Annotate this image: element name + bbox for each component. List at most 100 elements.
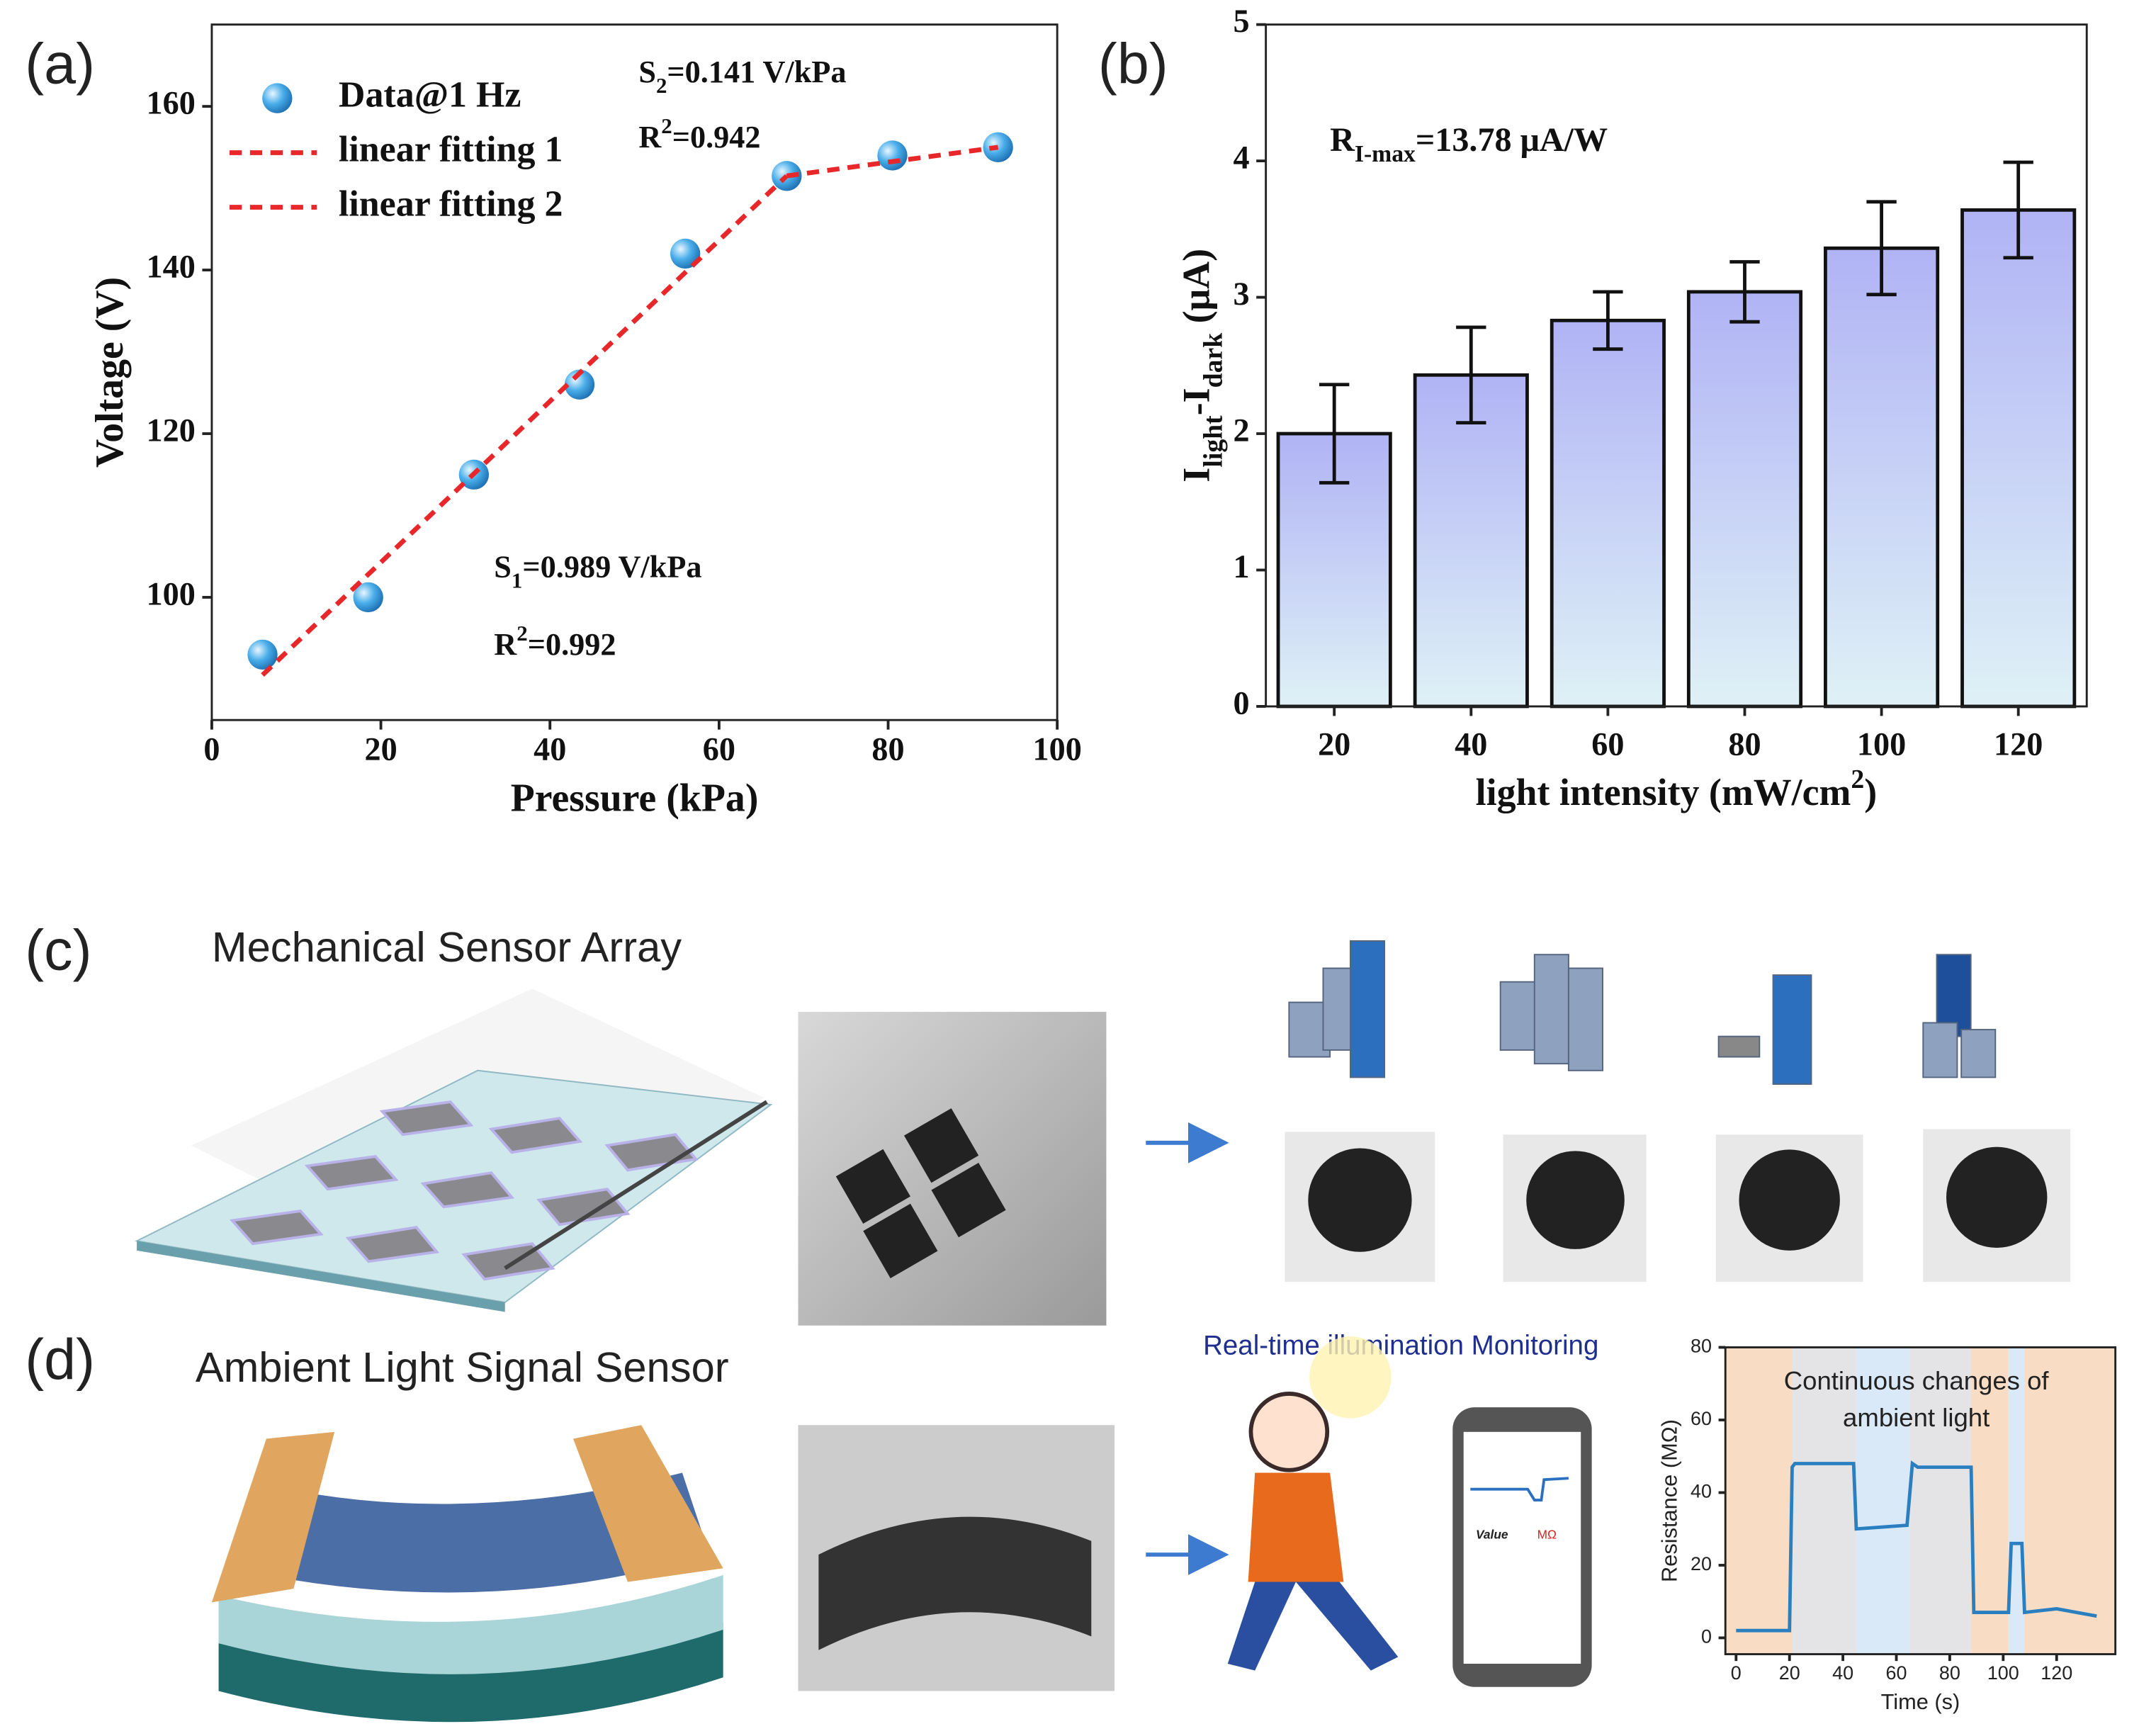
x-tick-label: 40 [1455,726,1487,762]
y-tick-label: 60 [1691,1408,1712,1429]
data-point [353,582,383,613]
text-segment: =13.78 μA/W [1416,121,1608,159]
text-segment: 2 [661,113,672,138]
error-bar [2003,160,2033,260]
legend-label: Data@1 Hz [339,74,521,115]
bar [1686,290,1803,709]
text-segment: (μA) [1175,249,1218,333]
bar [1550,318,1666,709]
x-tick-label: 100 [1987,1662,2019,1684]
y-tick-label: 1 [1233,548,1249,585]
annotation: S1=0.989 V/kPa [494,550,701,592]
data-point [877,140,908,171]
y-tick-label: 3 [1233,276,1249,312]
panel-label: (a) [25,33,95,96]
error-bar [1456,325,1486,425]
x-tick-label: 20 [364,731,397,767]
text-segment: ) [1864,771,1877,813]
x-tick-label: 20 [1318,726,1350,762]
phone: Value MΩ [1452,1407,1592,1687]
text-segment: light [1198,415,1228,468]
text-segment: I-max [1355,141,1416,167]
y-axis-label: Ilight-Idark (μA) [1175,249,1228,483]
text-segment: S [638,55,656,89]
x-tick-label: 100 [1033,731,1082,767]
data-point [670,238,701,269]
plot-frame [1265,23,2088,708]
text-segment: S [494,550,512,585]
x-tick-label: 80 [1728,726,1761,762]
text-segment: -I [1175,388,1218,415]
text-segment: R [638,120,662,154]
y-tick-label: 40 [1691,1481,1712,1502]
x-tick-label: 40 [534,731,566,767]
x-tick-label: 60 [1591,726,1624,762]
plot-frame [1724,1346,2117,1655]
x-tick-label: 60 [703,731,735,767]
annotation: RI-max=13.78 μA/W [1330,121,1608,167]
fit-line [261,174,789,677]
plot-frame [210,23,1059,721]
text-segment: =0.141 V/kPa [667,55,846,89]
x-tick-label: 40 [1832,1662,1853,1684]
x-axis-label: Pressure (kPa) [511,776,759,820]
y-tick-label: 140 [147,249,196,285]
x-tick-label: 20 [1779,1662,1800,1684]
background-band [1909,1347,1972,1655]
x-tick-label: 100 [1857,726,1906,762]
y-tick-label: 0 [1233,685,1249,721]
y-tick-label: 160 [147,85,196,121]
panel-label: (c) [25,919,91,983]
y-tick-label: 120 [147,412,196,449]
legend-label: linear fitting 1 [339,129,563,169]
panel-title: Ambient Light Signal Sensor [196,1343,729,1391]
mini-3d-plots [1288,940,1997,1086]
light-sensor-illustration [211,1425,723,1723]
photo [798,1425,1115,1691]
panel-label: (d) [25,1328,95,1392]
error-bar [1729,260,1760,324]
text-segment: =0.942 [672,120,761,154]
background-band [1725,1347,1793,1655]
annotation: S2=0.141 V/kPa [638,55,846,97]
background-band [2024,1347,2116,1655]
girl-illustration [1227,1336,1399,1671]
bar [1413,373,1529,709]
text-segment: R [494,627,517,662]
x-axis-label: Time (s) [1881,1689,1960,1714]
legend-label: linear fitting 2 [339,184,563,224]
annotation: ambient light [1843,1403,1990,1432]
x-tick-label: 0 [203,731,220,767]
y-tick-label: 4 [1233,140,1249,176]
x-tick-label: 80 [871,731,904,767]
annotation: R2=0.992 [494,621,616,663]
annotation: R2=0.942 [638,113,760,155]
text-segment: dark [1198,333,1228,388]
y-tick-label: 5 [1233,3,1249,39]
background-band [1971,1347,2009,1655]
phone-label: Value [1476,1528,1508,1542]
sensor-array-illustration [135,988,773,1312]
caption: Real-time illumination Monitoring [1203,1331,1598,1361]
text-segment: 2 [1851,765,1864,794]
y-tick-label: 2 [1233,412,1249,449]
panel-title: Mechanical Sensor Array [212,923,682,971]
error-bar [1319,383,1350,485]
text-segment: I [1175,468,1218,483]
phone-label: MΩ [1537,1528,1557,1542]
y-tick-label: 80 [1691,1336,1712,1357]
background-band [1792,1347,1856,1655]
text-segment: =0.992 [528,627,616,662]
panel-label: (b) [1098,33,1168,96]
error-bar [1593,290,1623,351]
y-tick-label: 100 [147,576,196,612]
y-axis-label: Resistance (MΩ) [1657,1419,1681,1582]
fit-line [786,145,999,179]
data-line [1736,1460,2097,1633]
y-tick-label: 0 [1701,1626,1712,1647]
error-bar [1866,200,1897,297]
y-axis-label: Voltage (V) [88,277,132,468]
text-segment: 2 [656,72,667,97]
x-tick-label: 80 [1939,1662,1960,1684]
